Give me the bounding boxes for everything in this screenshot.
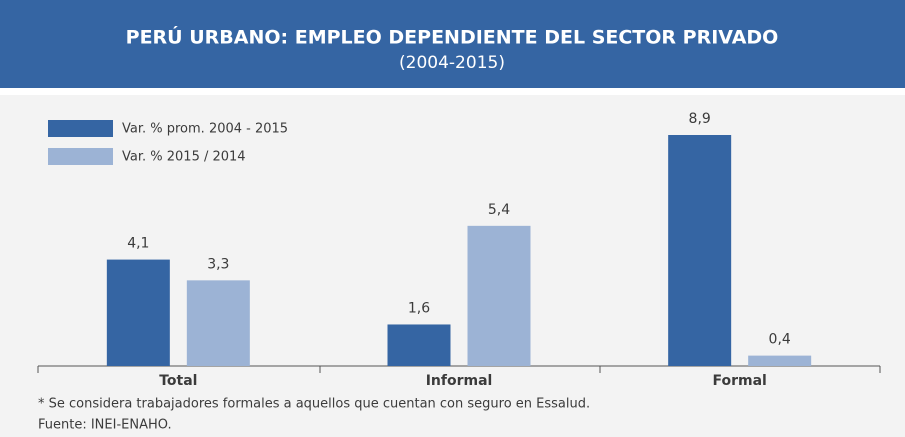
value-label: 0,4 [769,332,791,348]
x-tick-label: Formal [712,373,766,389]
value-label: 8,9 [689,111,711,127]
bar [387,324,451,366]
source: Fuente: INEI-ENAHO. [38,418,172,433]
bar [186,280,250,366]
legend-swatch [48,120,113,137]
value-label: 1,6 [408,300,430,316]
footnote: * Se considera trabajadores formales a a… [38,397,590,412]
chart-title: PERÚ URBANO: EMPLEO DEPENDIENTE DEL SECT… [126,25,779,49]
x-tick-label: Informal [426,373,493,389]
legend-label: Var. % 2015 / 2014 [122,150,246,165]
legend-label: Var. % prom. 2004 - 2015 [122,122,288,137]
legend-swatch [48,148,113,165]
chart-subtitle: (2004-2015) [399,53,505,73]
x-tick-label: Total [159,373,197,389]
value-label: 5,4 [488,202,510,218]
bar [467,225,531,366]
bar [748,355,812,366]
bar [106,259,170,366]
value-label: 4,1 [127,236,149,252]
bar [668,135,732,366]
header-band [0,0,905,88]
value-label: 3,3 [207,256,229,272]
